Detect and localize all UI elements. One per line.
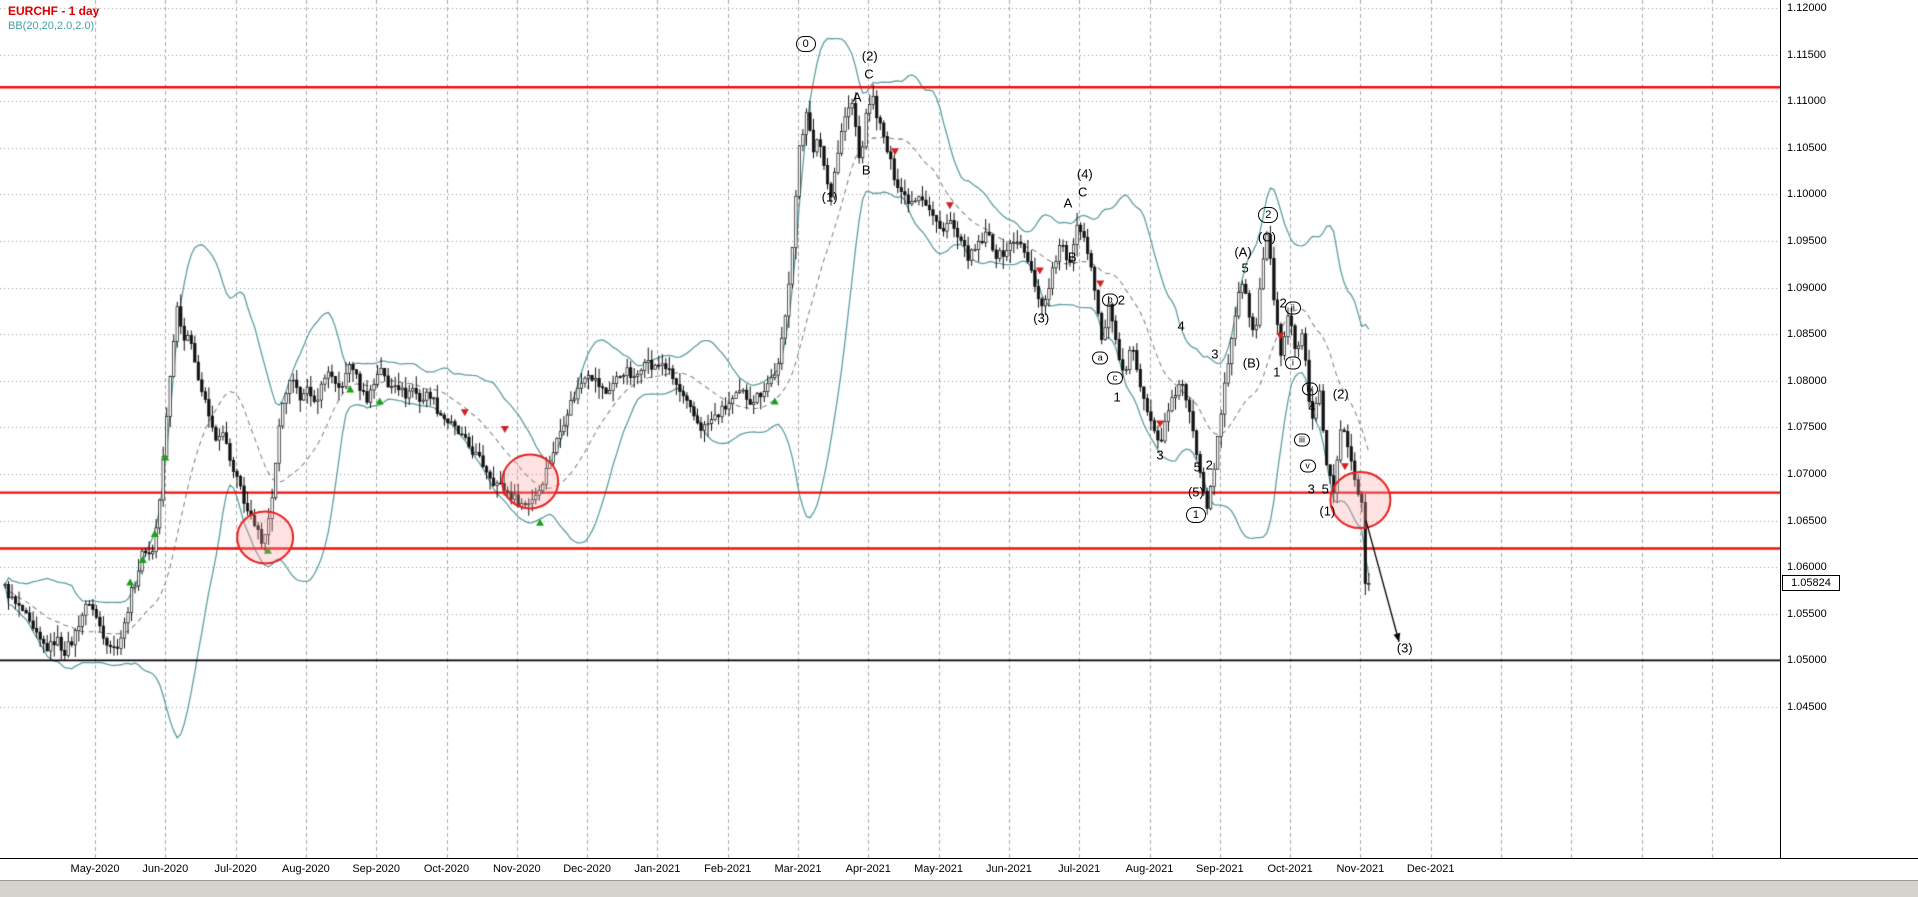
time-axis[interactable]: May-2020 Jun-2020 Jul-2020 Aug-2020 Sep-2020… <box>0 858 1918 881</box>
y-axis-tick: 1.08500 <box>1787 328 1827 341</box>
y-axis-tick: 1.06500 <box>1787 514 1827 527</box>
y-axis-tick: 1.09500 <box>1787 235 1827 247</box>
x-axis-tick: Apr-2021 <box>845 863 891 875</box>
x-axis-tick: Aug-2020 <box>282 863 330 875</box>
x-axis-tick: Dec-2021 <box>1406 863 1455 875</box>
x-axis-tick: Sep-2020 <box>352 863 401 875</box>
y-axis-tick: 1.05500 <box>1787 607 1827 620</box>
x-axis-tick: Jun-2020 <box>142 863 189 875</box>
y-axis-tick: 1.07500 <box>1787 421 1827 434</box>
y-axis-tick: 1.10000 <box>1787 188 1827 201</box>
y-axis-tick: 1.04500 <box>1787 701 1827 713</box>
x-axis-tick: Aug-2021 <box>1125 863 1174 875</box>
x-axis-tick: Nov-2020 <box>492 863 541 875</box>
x-axis-tick: Oct-2020 <box>423 863 470 875</box>
x-axis-tick: Oct-2021 <box>1267 863 1313 875</box>
y-axis-tick: 1.11500 <box>1787 48 1826 61</box>
x-axis-tick: Feb-2021 <box>704 863 752 875</box>
x-axis-tick: Jul-2021 <box>1058 863 1101 875</box>
last-price-tag: 1.05824 <box>1782 574 1840 591</box>
x-axis-tick: Mar-2021 <box>774 863 822 875</box>
y-axis-tick: 1.09000 <box>1787 281 1827 294</box>
y-axis-tick: 1.11000 <box>1787 95 1826 108</box>
indicator-label: BB(20,20,2.0,2.0) <box>8 20 95 32</box>
y-axis-tick: 1.05000 <box>1787 654 1827 667</box>
x-axis-tick: Nov-2021 <box>1336 863 1385 875</box>
x-axis-tick: Jul-2020 <box>214 863 257 875</box>
x-axis-tick: May-2020 <box>70 863 120 875</box>
x-axis-tick: May-2021 <box>914 863 964 875</box>
x-axis-tick: Dec-2020 <box>563 863 611 875</box>
symbol-title: EURCHF - 1 day <box>8 4 100 18</box>
y-axis-tick: 1.10500 <box>1787 141 1827 154</box>
horizontal-scrollbar[interactable] <box>0 880 1918 897</box>
x-axis-tick: Jan-2021 <box>634 863 681 875</box>
chart-legend: EURCHF - 1 day BB(20,20,2.0,2.0) <box>8 4 99 34</box>
price-axis[interactable]: 1.12000 1.11500 1.11000 1.10500 1.10000 1.095… <box>1780 0 1918 858</box>
y-axis-tick: 1.08000 <box>1787 374 1827 387</box>
x-axis-tick: Sep-2021 <box>1195 863 1244 875</box>
chart-canvas[interactable] <box>0 0 1780 858</box>
y-axis-tick: 1.07000 <box>1787 468 1827 480</box>
y-axis-tick: 1.12000 <box>1787 2 1827 14</box>
x-axis-tick: Jun-2021 <box>985 863 1032 875</box>
y-axis-tick: 1.06000 <box>1787 561 1827 574</box>
